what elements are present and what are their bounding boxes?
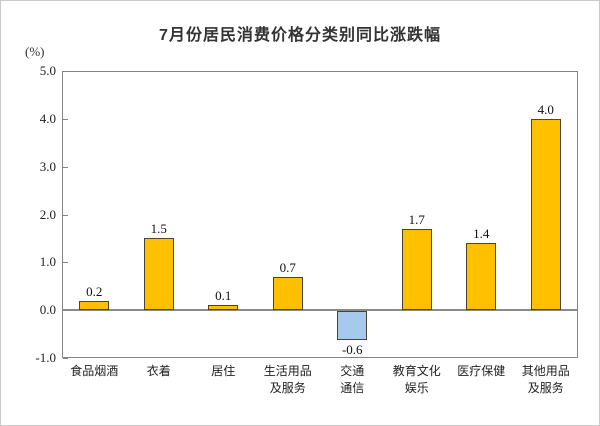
y-tick-label: -1.0: [35, 350, 56, 365]
category-label-生活用品及服务: 生活用品 及服务: [263, 364, 312, 395]
bar-医疗保健: [466, 243, 497, 311]
y-axis-tick: [63, 71, 68, 72]
y-axis-tick: [63, 214, 68, 216]
y-tick-label: 5.0: [39, 63, 56, 78]
category-label-其他用品及服务: 其他用品 及服务: [521, 364, 570, 395]
bar-交通通信: [337, 311, 368, 340]
bar-value-label: 4.0: [537, 101, 554, 117]
bar-教育文化娱乐: [401, 228, 432, 311]
bar-value-label: 1.4: [473, 226, 490, 242]
y-tick-label: 1.0: [39, 254, 56, 270]
bar-value-label: 1.7: [408, 211, 425, 227]
category-label-居住: 居住: [211, 364, 236, 378]
y-axis-tick: [63, 118, 68, 120]
category-label-医疗保健: 医疗保健: [457, 364, 506, 378]
category-label-交通通信: 交通 通信: [340, 364, 365, 395]
y-axis-tick: [63, 358, 68, 359]
bar-value-label: 0.7: [279, 259, 296, 275]
category-label-教育文化娱乐: 教育文化 娱乐: [392, 364, 441, 395]
bar-居住: [208, 305, 239, 311]
chart-title: 7月份居民消费价格分类别同比涨跌幅: [159, 27, 441, 44]
y-axis-tick: [63, 262, 68, 264]
bar-其他用品及服务: [530, 118, 561, 311]
zero-baseline: [62, 309, 578, 312]
y-tick-label: 2.0: [39, 206, 56, 222]
y-tick-label: 3.0: [39, 158, 56, 174]
y-tick-label: 0.0: [39, 302, 56, 318]
category-label-衣着: 衣着: [146, 364, 171, 378]
bar-生活用品及服务: [272, 276, 303, 311]
plot-area: [62, 71, 578, 358]
bar-食品烟酒: [79, 300, 110, 311]
y-axis-tick: [63, 166, 68, 168]
bar-value-label: -0.6: [341, 341, 363, 357]
bar-衣着: [143, 238, 174, 311]
y-tick-label: 4.0: [39, 110, 56, 126]
bar-value-label: 1.5: [150, 221, 167, 237]
y-axis-unit-label: (%): [25, 44, 45, 59]
category-label-食品烟酒: 食品烟酒: [70, 364, 119, 378]
bar-value-label: 0.2: [86, 283, 103, 299]
bar-value-label: 0.1: [215, 288, 232, 304]
